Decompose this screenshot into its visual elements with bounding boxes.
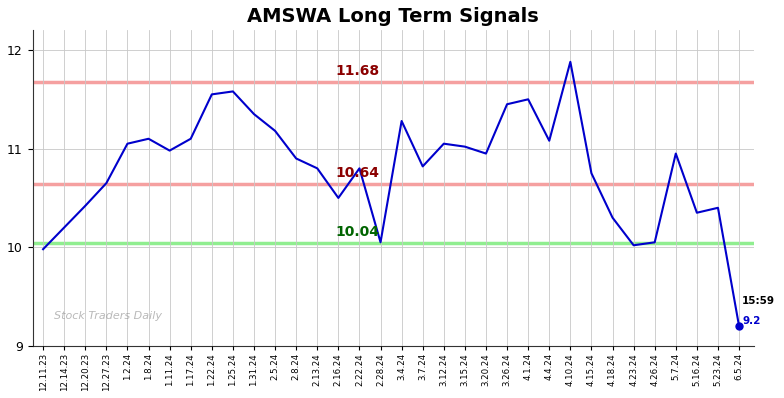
Title: AMSWA Long Term Signals: AMSWA Long Term Signals <box>247 7 539 26</box>
Text: 10.04: 10.04 <box>336 225 379 239</box>
Text: 15:59: 15:59 <box>742 297 775 306</box>
Text: 9.2: 9.2 <box>742 316 760 326</box>
Text: 11.68: 11.68 <box>336 64 379 78</box>
Text: 10.64: 10.64 <box>336 166 379 180</box>
Text: Stock Traders Daily: Stock Traders Daily <box>54 310 162 321</box>
